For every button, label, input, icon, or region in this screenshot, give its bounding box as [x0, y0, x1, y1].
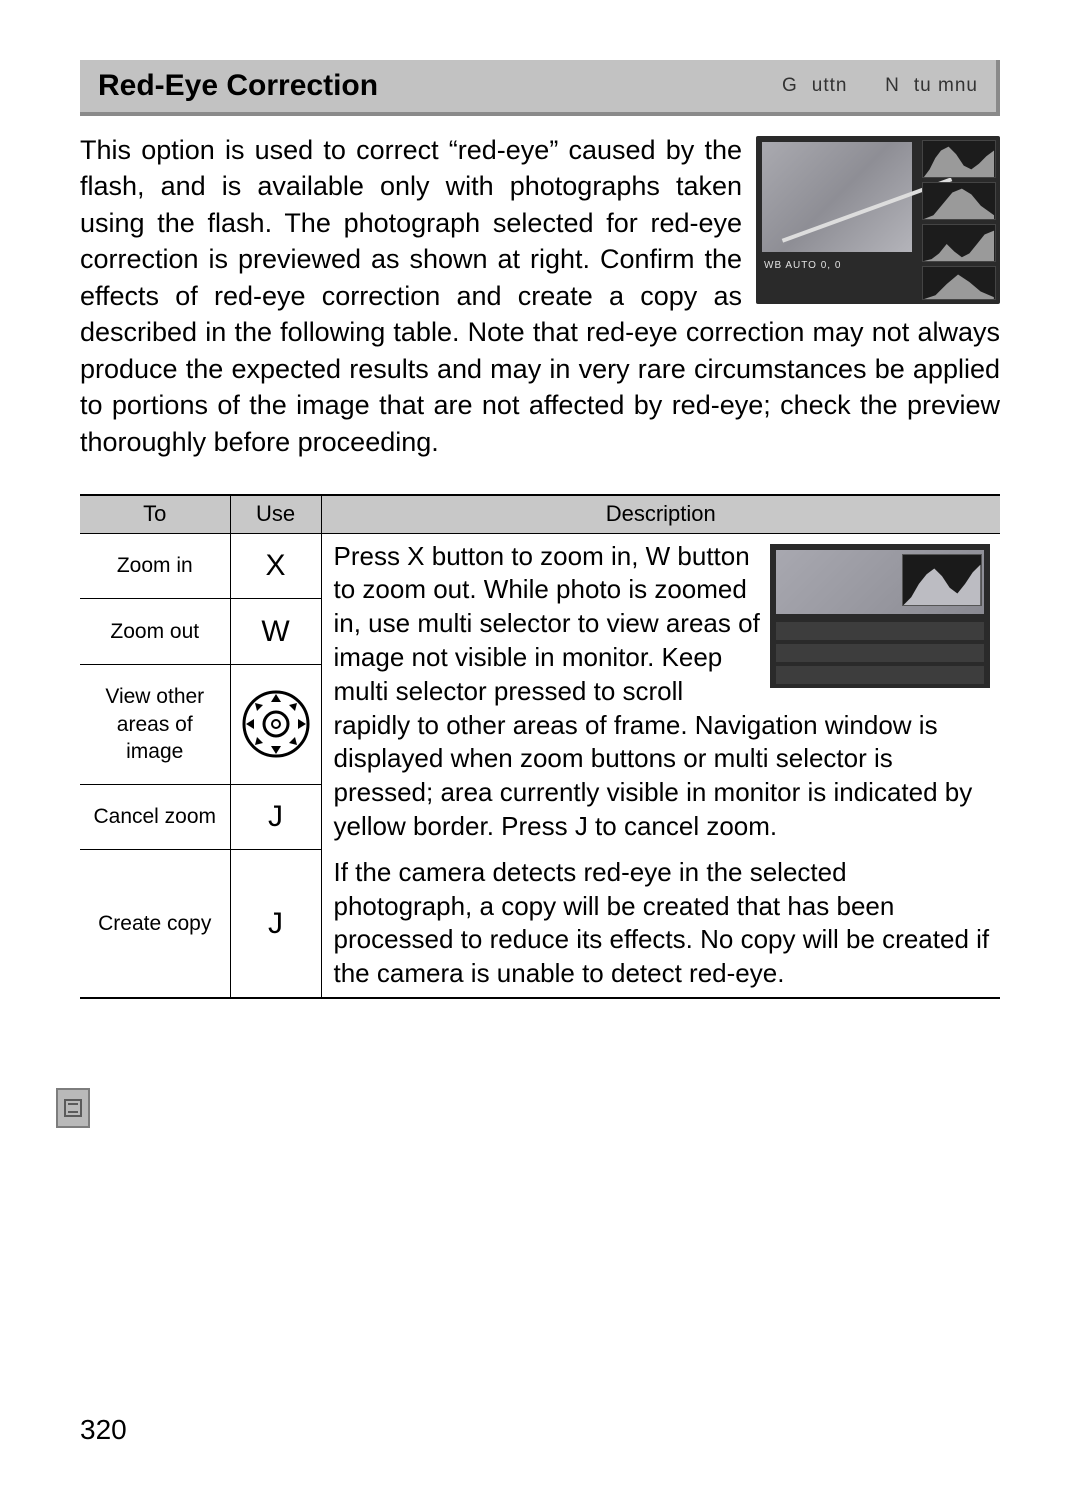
hint-part: uttn: [812, 75, 848, 96]
col-header-use: Use: [230, 495, 321, 533]
section-body: WB AUTO 0, 0 This option is used to corr…: [80, 132, 1000, 460]
camera-preview-panel: WB AUTO 0, 0: [756, 136, 1000, 304]
cell-to: Zoom in: [80, 533, 230, 599]
cell-use: J: [230, 850, 321, 998]
preview-photo-icon: [762, 142, 912, 252]
cell-use: X: [230, 533, 321, 599]
cell-to: View other areas of image: [80, 664, 230, 784]
histogram-icon: [922, 140, 996, 178]
page-number: 320: [80, 1414, 127, 1446]
hint-part: N: [885, 75, 900, 96]
histogram-icon: [922, 182, 996, 220]
wb-label: WB AUTO 0, 0: [764, 260, 841, 271]
cell-use: W: [230, 599, 321, 665]
multi-selector-icon: [241, 689, 311, 759]
histogram-icon: [922, 266, 996, 300]
cell-to: Create copy: [80, 850, 230, 998]
col-header-to: To: [80, 495, 230, 533]
zoom-preview-panel: [770, 544, 990, 688]
cell-to: Cancel zoom: [80, 784, 230, 850]
navigation-window-icon: [902, 554, 982, 606]
section-tab-icon: [56, 1088, 90, 1128]
cell-use: J: [230, 784, 321, 850]
table-row: Create copy J If the camera detects red-…: [80, 850, 1000, 998]
histogram-icon: [922, 224, 996, 262]
info-band-icon: [776, 644, 984, 662]
cell-desc-create: If the camera detects red-eye in the sel…: [321, 850, 1000, 998]
cell-use-selector: [230, 664, 321, 784]
table-row: Zoom in X Press X button to: [80, 533, 1000, 599]
table-header-row: To Use Description: [80, 495, 1000, 533]
cell-desc-zoom: Press X button to zoom in, W button to z…: [321, 533, 1000, 850]
section-header-bar: Red-Eye Correction Guttn Ntu mnu: [80, 60, 1000, 116]
cell-to: Zoom out: [80, 599, 230, 665]
controls-table: To Use Description Zoom in X: [80, 494, 1000, 999]
info-band-icon: [776, 622, 984, 640]
manual-page: Red-Eye Correction Guttn Ntu mnu WB AUTO…: [0, 0, 1080, 1486]
hint-part: G: [782, 75, 798, 96]
info-band-icon: [776, 666, 984, 684]
section-title: Red-Eye Correction: [98, 69, 378, 103]
section-hint: Guttn Ntu mnu: [782, 75, 978, 97]
col-header-desc: Description: [321, 495, 1000, 533]
hint-part: tu mnu: [914, 75, 978, 96]
